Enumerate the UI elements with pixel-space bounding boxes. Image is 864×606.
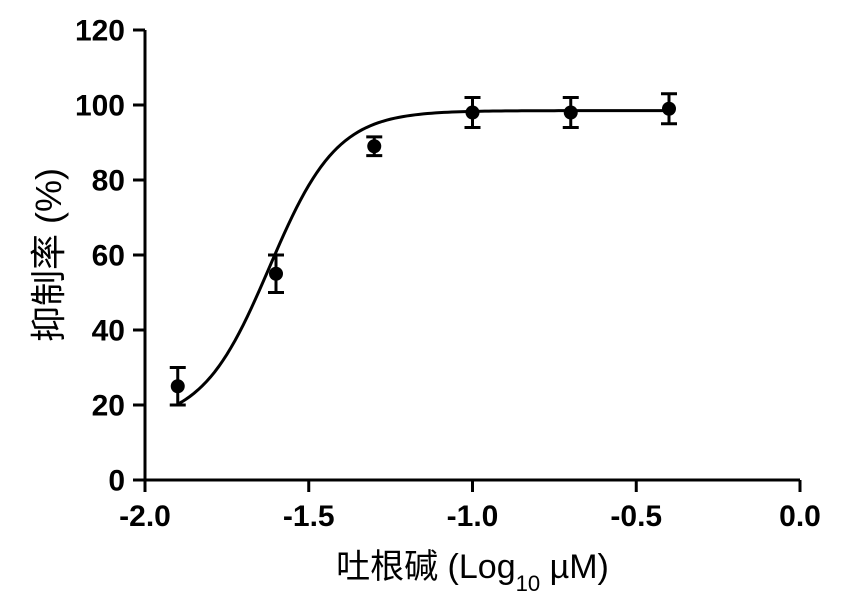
data-point	[564, 106, 578, 120]
data-point	[269, 267, 283, 281]
chart-svg: -2.0-1.5-1.0-0.50.0020406080100120吐根碱 (L…	[0, 0, 864, 606]
y-tick-label: 100	[75, 90, 125, 123]
y-tick-label: 40	[92, 315, 125, 348]
y-tick-label: 20	[92, 390, 125, 423]
y-tick-label: 80	[92, 165, 125, 198]
data-point	[171, 379, 185, 393]
y-tick-label: 60	[92, 240, 125, 273]
y-tick-label: 0	[108, 465, 125, 498]
data-point	[367, 139, 381, 153]
x-tick-label: 0.0	[779, 500, 821, 533]
dose-response-chart: -2.0-1.5-1.0-0.50.0020406080100120吐根碱 (L…	[0, 0, 864, 606]
data-point	[466, 106, 480, 120]
y-tick-label: 120	[75, 15, 125, 48]
x-tick-label: -1.5	[283, 500, 335, 533]
x-tick-label: -1.0	[447, 500, 499, 533]
y-axis-label: 抑制率 (%)	[28, 168, 69, 342]
x-tick-label: -2.0	[119, 500, 171, 533]
x-tick-label: -0.5	[610, 500, 662, 533]
data-point	[662, 102, 676, 116]
